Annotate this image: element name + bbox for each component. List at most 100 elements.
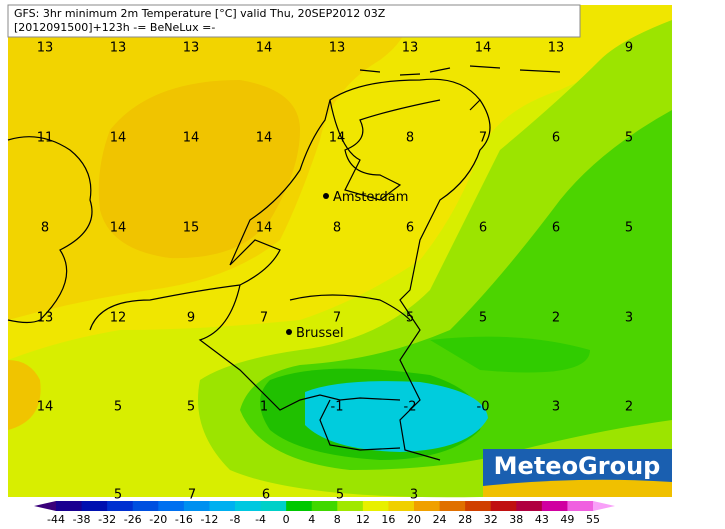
colorbar-label: 0 [283,513,290,525]
grid-value: 3 [552,400,560,415]
city-label: Amsterdam [333,190,408,205]
grid-value: 3 [625,311,633,326]
colorbar-label: -8 [230,513,241,525]
grid-value: -2 [404,400,417,415]
colorbar-label: 38 [509,513,523,525]
grid-value: 12 [110,311,127,326]
colorbar-segment [260,501,287,511]
colorbar-label: 16 [381,513,395,525]
grid-value: 5 [406,311,414,326]
grid-value: 7 [260,311,268,326]
grid-value: 1 [260,400,268,415]
colorbar-label: -4 [255,513,266,525]
colorbar-segment [311,501,338,511]
grid-value: 5 [625,131,633,146]
title-box [7,4,581,38]
colorbar-segment [516,501,543,511]
colorbar-label: 49 [560,513,574,525]
grid-value: 8 [406,131,414,146]
colorbar-label: 12 [356,513,370,525]
grid-value: 14 [256,41,273,56]
grid-value: 2 [625,400,633,415]
colorbar-label: -26 [124,513,142,525]
grid-value: 7 [333,311,341,326]
colorbar-segment [235,501,262,511]
colorbar-segment [439,501,466,511]
grid-value: 5 [625,221,633,236]
colorbar-label: -44 [47,513,65,525]
city-label: Brussel [296,326,344,341]
colorbar-arrow-right [593,501,615,511]
colorbar-segment [414,501,441,511]
grid-value: 14 [256,131,273,146]
grid-value: 14 [110,131,127,146]
grid-value: 14 [329,131,346,146]
colorbar-segment [465,501,492,511]
colorbar-label: 4 [308,513,315,525]
grid-value: 5 [336,488,344,503]
colorbar-label: -12 [200,513,218,525]
colorbar-label: 24 [433,513,447,525]
city-dot [286,329,292,335]
grid-value: 11 [37,131,54,146]
colorbar-segment [132,501,159,511]
grid-value: 5 [187,400,195,415]
grid-value: 8 [333,221,341,236]
zone-green-3 [430,336,590,373]
grid-value: -0 [477,400,490,415]
colorbar-label: 32 [484,513,498,525]
grid-value: 3 [410,488,418,503]
title: GFS: 3hr minimum 2m Temperature [°C] val… [14,7,386,20]
grid-value: 2 [552,311,560,326]
grid-value: 13 [183,41,200,56]
map [7,5,672,498]
grid-value: 14 [183,131,200,146]
grid-value: 6 [552,131,560,146]
colorbar-segment [567,501,594,511]
colorbar-segment [541,501,568,511]
colorbar-segment [337,501,364,511]
logo: MeteoGroup [494,452,661,480]
colorbar-arrow-left [34,501,56,511]
colorbar: -44 -38 -32 -26 -20 -16 -12 -8 -4 0 4 8 12 16 20 24 28 32… [34,501,615,526]
borders [7,65,561,461]
grid-value: 6 [406,221,414,236]
grid-value: 6 [479,221,487,236]
zone-orange-2 [8,360,41,430]
colorbar-segment [490,501,517,511]
grid-value: -1 [331,400,344,415]
colorbar-label: 28 [458,513,472,525]
colorbar-label: 43 [535,513,549,525]
grid-value: 13 [402,41,419,56]
grid-value: 6 [552,221,560,236]
colorbar-label: 8 [334,513,341,525]
colorbar-segment [362,501,389,511]
grid-value: 14 [256,221,273,236]
colorbar-label: -32 [98,513,116,525]
colorbar-segment [209,501,236,511]
city-dot [323,193,329,199]
colorbar-segment [56,501,83,511]
grid-value: 14 [110,221,127,236]
grid-value: 7 [188,488,196,503]
grid-value: 13 [37,41,54,56]
grid-value: 14 [37,400,54,415]
subtitle: [2012091500]+123h -= BeNeLux =- [14,21,215,34]
colorbar-label: 55 [586,513,600,525]
colorbar-segment [81,501,108,511]
grid-value: 13 [329,41,346,56]
grid-value: 5 [114,488,122,503]
colorbar-segment [388,501,415,511]
grid-value: 15 [183,221,200,236]
colorbar-label: -20 [149,513,167,525]
logo-swoosh [483,479,672,497]
colorbar-segment [183,501,210,511]
grid-value: 9 [625,41,633,56]
grid-value: 14 [475,41,492,56]
grid-value: 13 [110,41,127,56]
colorbar-label: -16 [175,513,193,525]
zone-orange [98,80,300,259]
colorbar-label: -38 [73,513,91,525]
grid-value: 7 [479,131,487,146]
